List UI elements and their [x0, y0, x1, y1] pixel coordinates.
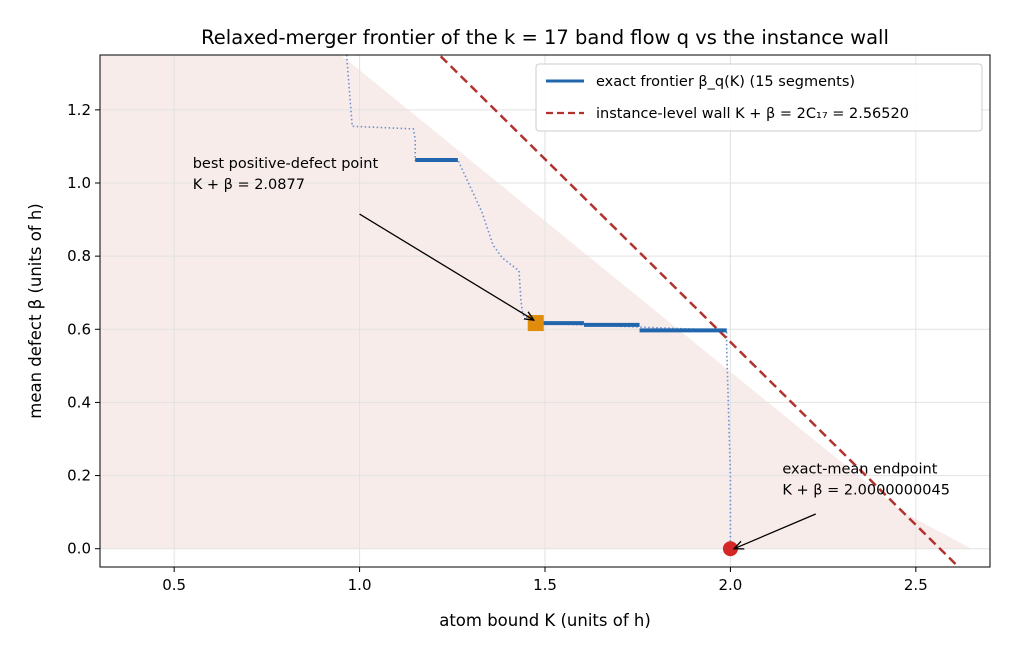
y-tick-label: 1.2	[67, 101, 91, 119]
x-tick-label: 0.5	[162, 576, 186, 594]
annotation-text-endpoint: K + β = 2.0000000045	[782, 482, 950, 498]
shaded-region	[100, 55, 972, 549]
x-axis-label: atom bound K (units of h)	[439, 611, 651, 630]
legend-box	[535, 63, 983, 132]
legend-label-wall: instance-level wall K + β = 2C₁₇ = 2.565…	[596, 106, 909, 122]
legend: exact frontier β_q(K) (15 segments) inst…	[535, 63, 983, 132]
annotation-layer: best positive-defect point K + β = 2.0877…	[193, 156, 950, 549]
y-tick-label: 0.6	[67, 320, 91, 338]
grid-layer	[100, 55, 990, 567]
shaded-region-layer	[100, 55, 972, 549]
annotation-text-endpoint: exact-mean endpoint	[782, 461, 937, 477]
x-tick-label: 1.5	[533, 576, 557, 594]
x-tick-label: 2.0	[718, 576, 742, 594]
y-tick-label: 1.0	[67, 174, 91, 192]
frontier-connector-path	[345, 55, 732, 549]
instance-wall-line	[437, 55, 961, 567]
series-layer	[415, 55, 961, 567]
y-tick-label: 0.0	[67, 540, 91, 558]
annotation-arrow-best	[359, 213, 534, 320]
annotation-text-best: best positive-defect point	[193, 156, 379, 172]
x-tick-label: 1.0	[348, 576, 372, 594]
y-tick-label: 0.2	[67, 467, 91, 485]
y-axis-label: mean defect β (units of h)	[26, 203, 45, 418]
annotation-text-best: K + β = 2.0877	[193, 177, 305, 193]
legend-label-frontier: exact frontier β_q(K) (15 segments)	[596, 74, 855, 90]
chart-title: Relaxed-merger frontier of the k = 17 ba…	[201, 26, 889, 49]
ticks-layer: 0.5 1.0 1.5 2.0 2.5 0.0 0.2 0.4 0.6 0.8 1.0 1.2	[67, 101, 928, 594]
annotation-arrow-endpoint	[734, 513, 816, 549]
y-tick-label: 0.8	[67, 247, 91, 265]
y-tick-label: 0.4	[67, 393, 91, 411]
x-tick-label: 2.5	[904, 576, 928, 594]
connector-layer	[345, 55, 732, 549]
